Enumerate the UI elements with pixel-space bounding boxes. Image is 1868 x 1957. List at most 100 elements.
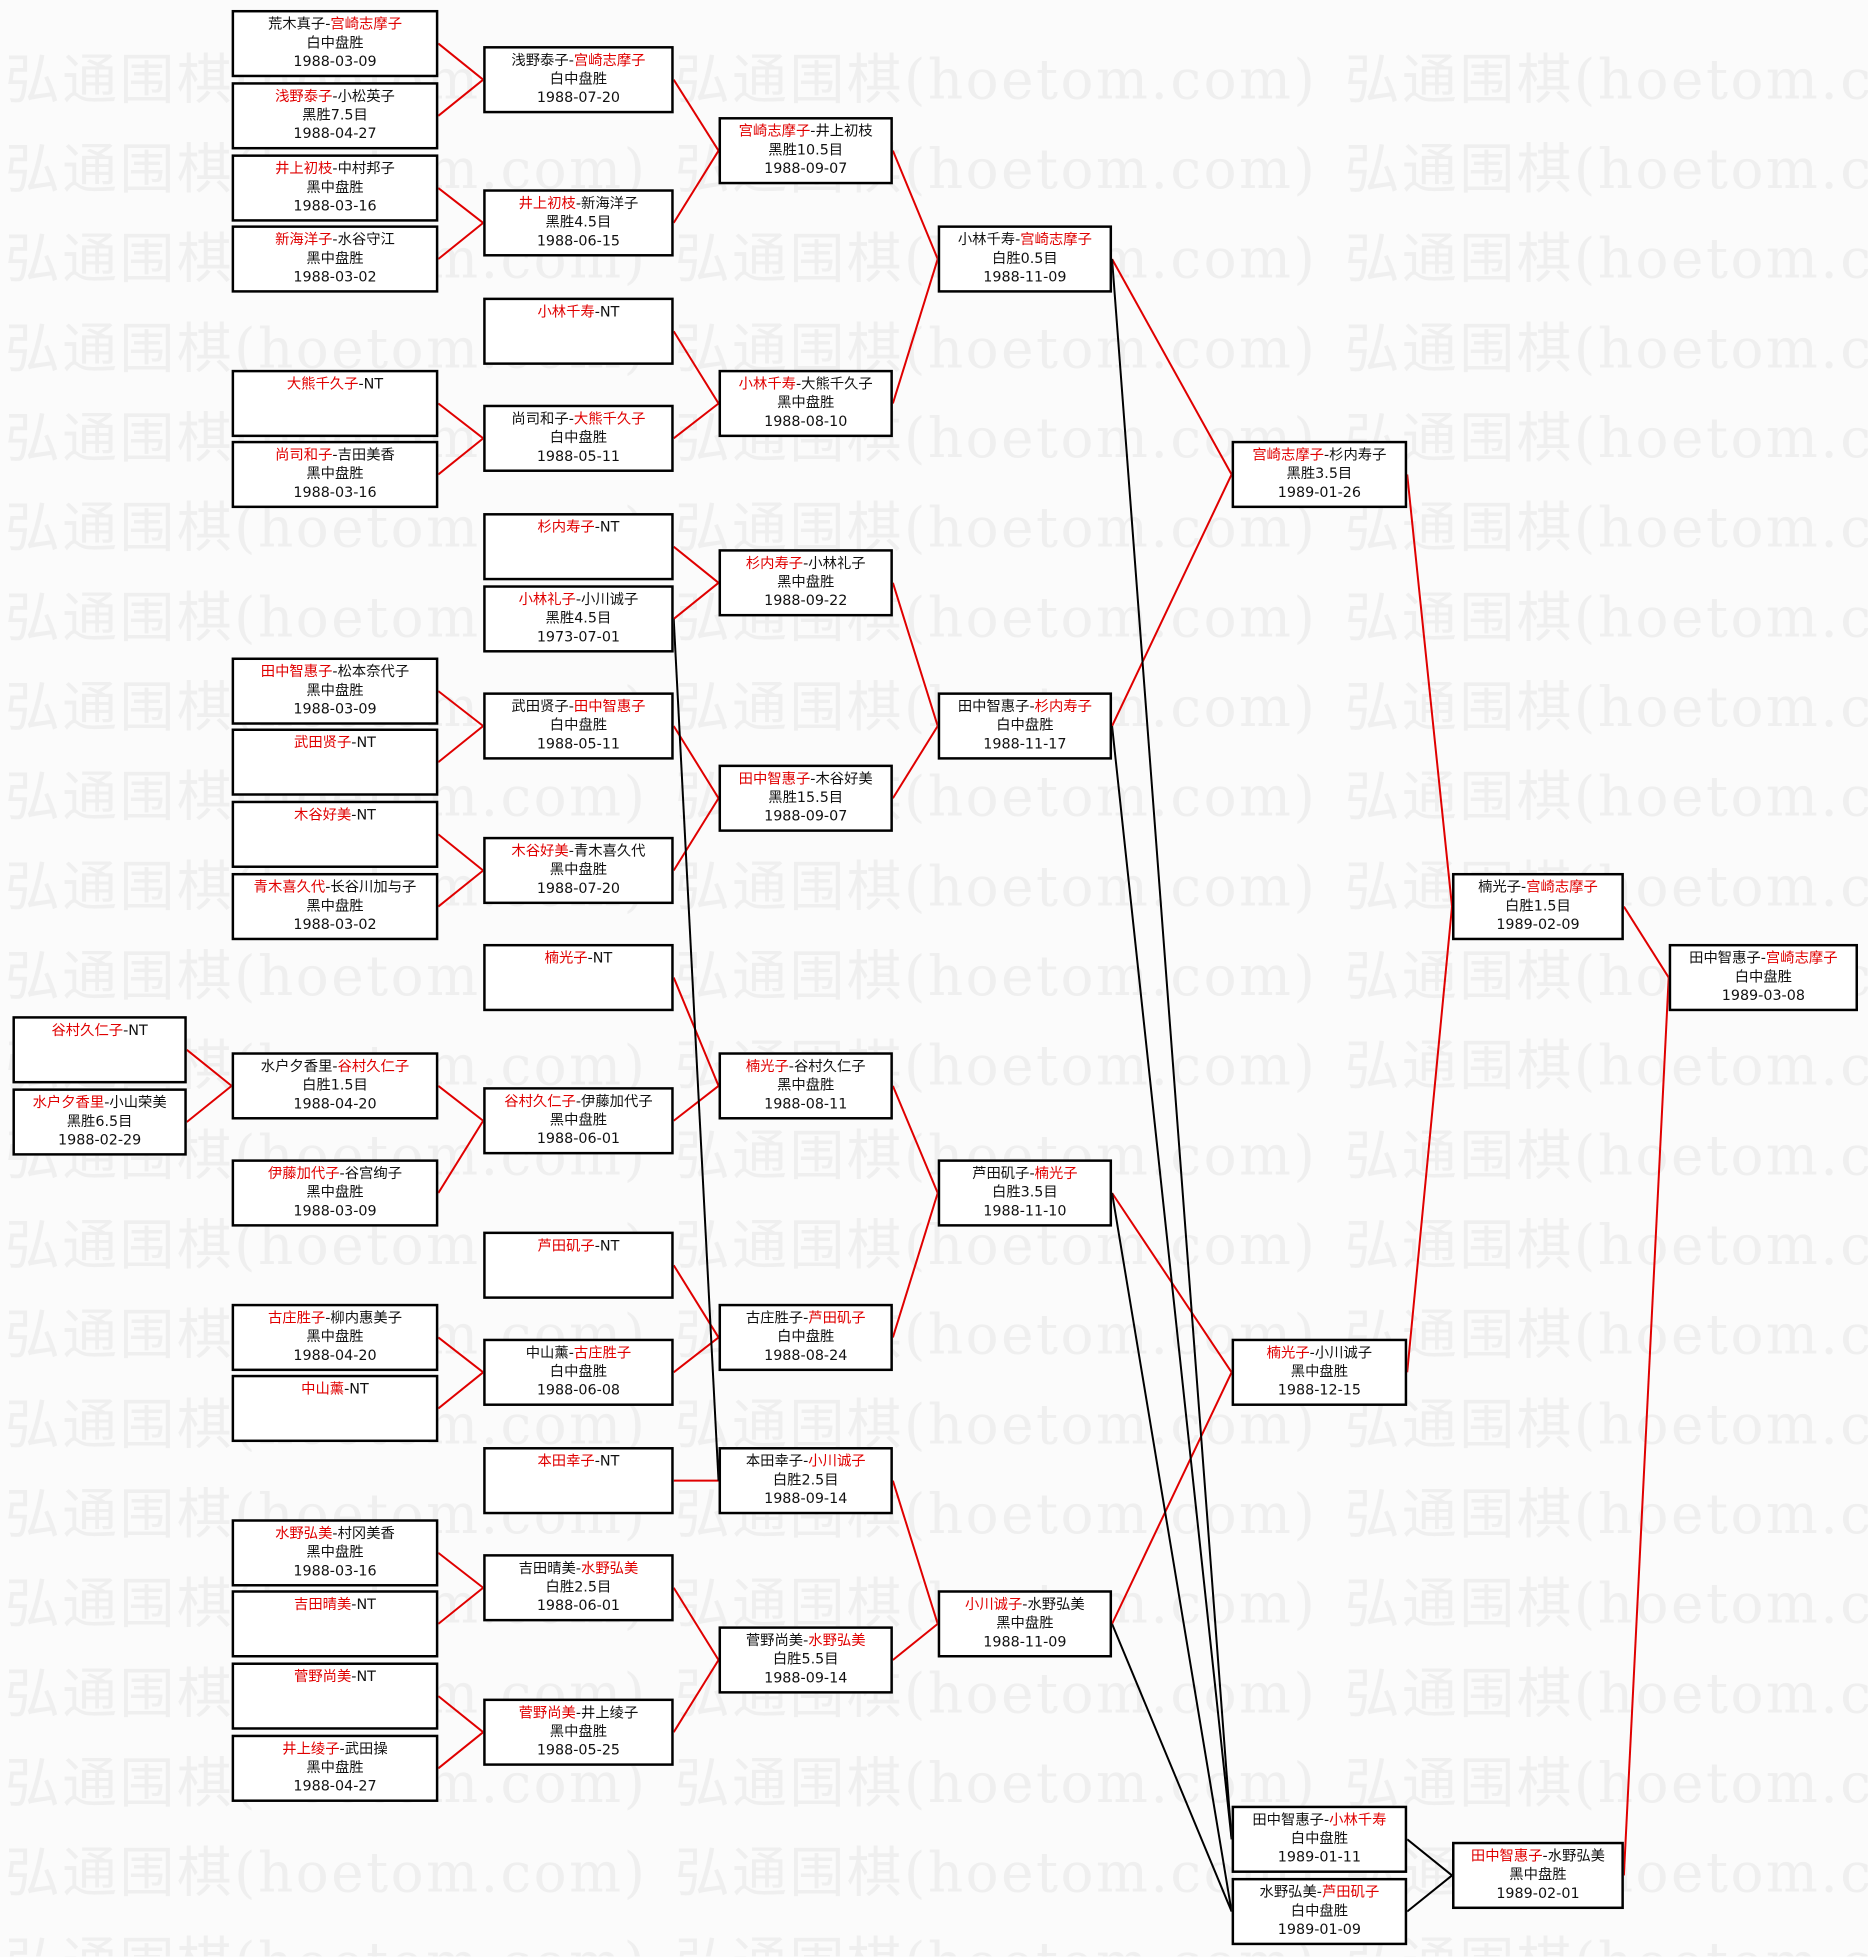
winner-connector-line (1622, 977, 1670, 1876)
vs-separator: - (594, 1236, 600, 1255)
match-result: 白胜3.5目 (991, 1183, 1058, 1201)
vs-separator: - (810, 769, 816, 788)
winner-connector-line (891, 1480, 939, 1625)
winner-connector-line (437, 1085, 484, 1122)
player-name: NT (599, 1452, 620, 1470)
watermark-text: 弘通围棋(hoetom.com) (1344, 765, 1868, 830)
player-name: 中村邦子 (337, 159, 395, 177)
match-date: 1988-04-20 (293, 1094, 377, 1113)
match-result: 黑胜7.5目 (302, 105, 368, 124)
match-date: 1988-08-24 (764, 1346, 848, 1364)
match-box: 田中智惠子-木谷好美 黑胜15.5目 1988-09-07 (718, 764, 893, 832)
match-result: 黑中盘胜 (549, 1722, 608, 1740)
match-players: 田中智惠子-松本奈代子 (234, 662, 436, 681)
match-players: 中山薰-NT (234, 1380, 436, 1399)
vs-separator: - (803, 554, 809, 572)
match-date: 1988-03-02 (293, 915, 377, 933)
winner-name: 宫崎志摩子 (1020, 230, 1092, 248)
vs-separator: - (568, 841, 574, 860)
vs-separator: - (332, 1524, 338, 1542)
winner-connector-line (673, 1085, 720, 1122)
vs-separator: - (803, 1631, 809, 1649)
match-box: 田中智惠子-小林千寿 白中盘胜 1989-01-11 (1231, 1805, 1408, 1873)
match-box: 井上初枝-中村邦子 黑中盘胜 1988-03-16 (231, 154, 439, 222)
match-players: 田中智惠子-杉内寿子 (940, 697, 1109, 716)
match-box: 菅野尚美-NT (231, 1662, 439, 1730)
match-box: 武田贤子-田中智惠子 白中盘胜 1988-05-11 (483, 692, 674, 760)
player-name: 水野弘美 (1027, 1595, 1085, 1613)
match-result: 白中盘胜 (996, 716, 1054, 734)
match-date: 1988-11-10 (983, 1201, 1067, 1220)
winner-name: 杉内寿子 (1034, 697, 1092, 715)
vs-separator: - (344, 1379, 350, 1398)
match-box: 田中智惠子-杉内寿子 白中盘胜 1988-11-17 (937, 692, 1113, 760)
match-players: 木谷好美-NT (234, 806, 436, 825)
match-date: 1988-04-27 (293, 124, 377, 142)
match-result (234, 394, 436, 413)
winner-connector-line (891, 1085, 939, 1194)
match-result (486, 1471, 672, 1490)
match-box: 杉内寿子-NT (483, 513, 674, 581)
match-date: 1988-06-01 (536, 1596, 621, 1614)
player-name: 水谷守江 (337, 230, 395, 248)
winner-name: 大熊千久子 (286, 374, 359, 393)
match-players: 菅野尚美-水野弘美 (721, 1631, 890, 1650)
match-players: 田中智惠子-小林千寿 (1234, 1811, 1405, 1830)
match-box: 大熊千久子-NT (231, 369, 439, 438)
winner-connector-line (672, 725, 720, 799)
match-result: 黑中盘胜 (306, 178, 364, 196)
player-name: 谷宫绚子 (344, 1164, 403, 1182)
player-name: 井上初枝 (815, 122, 873, 140)
vs-separator: - (351, 1667, 357, 1685)
match-players: 楠光子-小川诚子 (1234, 1344, 1405, 1363)
match-players: 古庄胜子-柳内惠美子 (234, 1309, 436, 1328)
match-players: 小林千寿-NT (486, 303, 672, 322)
match-players: 水野弘美-芦田矶子 (1234, 1883, 1405, 1902)
winner-name: 宫崎志摩子 (330, 14, 403, 33)
player-name: 楠光子 (1478, 877, 1522, 896)
winner-name: 芦田矶子 (537, 1236, 595, 1255)
match-box: 尚司和子-吉田美香 黑中盘胜 1988-03-16 (231, 440, 439, 509)
match-box: 新海洋子-水谷守江 黑中盘胜 1988-03-02 (231, 225, 439, 293)
vs-separator: - (332, 159, 338, 177)
match-players: 芦田矶子-NT (486, 1237, 672, 1256)
match-date: 1988-08-10 (764, 412, 848, 430)
match-players: 谷村久仁子-NT (15, 1021, 184, 1040)
watermark-text: 弘通围棋(hoetom.com) (1344, 1034, 1868, 1099)
match-date: 1988-12-15 (1277, 1381, 1362, 1399)
watermark-text: 弘通围棋(hoetom.com) (674, 855, 1318, 920)
match-players: 楠光子-宫崎志摩子 (1455, 878, 1622, 897)
vs-separator: - (332, 1057, 338, 1075)
winner-name: 大熊千久子 (573, 409, 646, 428)
vs-separator: - (788, 1057, 794, 1075)
player-name: 武田贤子 (511, 697, 569, 715)
match-players: 荒木真子-宫崎志摩子 (234, 15, 436, 34)
match-date: 1988-09-14 (764, 1489, 848, 1507)
match-result: 黑胜3.5目 (1286, 464, 1353, 482)
match-date: 1988-03-16 (293, 483, 377, 501)
winner-connector-line (672, 330, 720, 405)
match-box: 小林礼子-小川诚子 黑胜4.5目 1973-07-01 (483, 585, 674, 653)
match-box: 谷村久仁子-NT (12, 1016, 187, 1084)
match-box: 本田幸子-NT (483, 1447, 674, 1515)
player-name: NT (356, 805, 376, 824)
player-name: 新海洋子 (581, 194, 639, 212)
player-name: 小川诚子 (1314, 1343, 1373, 1362)
match-players: 宫崎志摩子-井上初枝 (721, 122, 890, 141)
winner-name: 井上初枝 (275, 159, 333, 177)
match-players: 田中智惠子-木谷好美 (721, 770, 890, 789)
vs-separator: - (568, 409, 574, 428)
match-box: 中山薰-古庄胜子 白中盘胜 1988-06-08 (483, 1338, 674, 1406)
match-box: 楠光子-谷村久仁子 黑中盘胜 1988-08-11 (718, 1052, 893, 1120)
winner-name: 楠光子 (1266, 1343, 1310, 1362)
winner-name: 楠光子 (544, 948, 588, 967)
player-name: 吉田美香 (337, 445, 395, 464)
watermark-text: 弘通围棋(hoetom.com) (5, 1931, 647, 1956)
match-box: 小林千寿-大熊千久子 黑中盘胜 1988-08-10 (718, 369, 893, 438)
winner-name: 浅野泰子 (275, 87, 333, 105)
match-date: 1973-07-01 (536, 627, 621, 646)
player-name: 谷村久仁子 (793, 1057, 866, 1075)
match-result: 黑中盘胜 (306, 464, 364, 482)
match-players: 大熊千久子-NT (234, 375, 436, 394)
